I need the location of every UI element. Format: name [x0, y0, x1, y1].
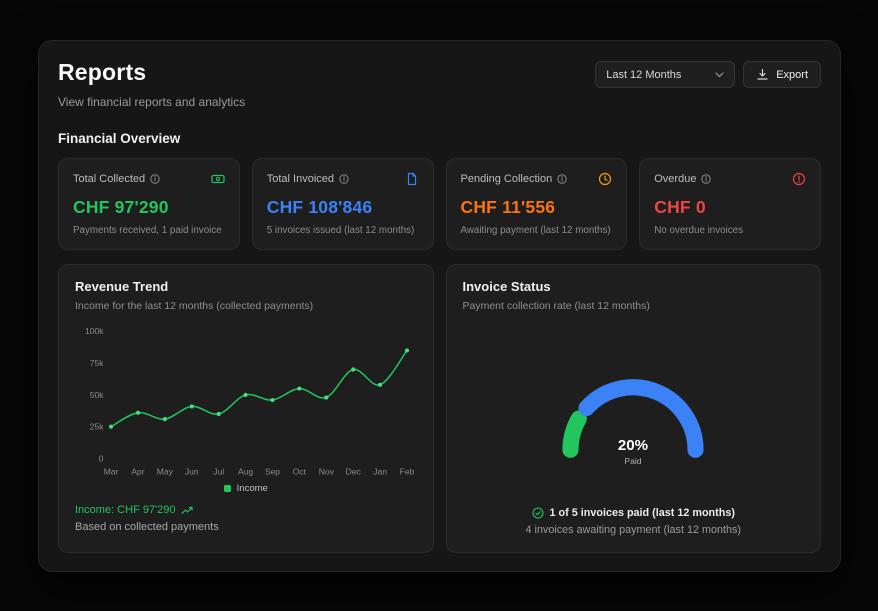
period-dropdown-value: Last 12 Months — [606, 68, 682, 81]
svg-text:25k: 25k — [90, 422, 104, 432]
stat-card-total-invoiced: Total Invoiced CHF 108'846 5 invoices is… — [251, 158, 434, 250]
stat-value: CHF 97'290 — [73, 197, 169, 217]
gauge-paid-arc — [562, 410, 588, 458]
info-icon[interactable] — [557, 174, 567, 184]
stat-value: CHF 11'556 — [460, 197, 556, 217]
svg-text:75k: 75k — [90, 358, 104, 368]
stats-grid: Total Collected CHF 97'290 Payments rece… — [58, 158, 821, 250]
invoice-status-panel: Invoice Status Payment collection rate (… — [445, 264, 821, 553]
legend-label-income: Income — [236, 483, 268, 495]
svg-text:Mar: Mar — [104, 467, 119, 477]
svg-text:0: 0 — [99, 453, 104, 463]
info-icon[interactable] — [150, 174, 160, 184]
income-total-text: Income: CHF 97'290 — [75, 504, 176, 517]
stat-caption: 5 invoices issued (last 12 months) — [266, 225, 415, 236]
gauge-area: 20% Paid — [463, 312, 805, 507]
chevron-down-icon — [715, 71, 724, 78]
stat-card-total-collected: Total Collected CHF 97'290 Payments rece… — [58, 158, 240, 250]
stat-card-pending-collection: Pending Collection CHF 11'556 Awaiting p… — [445, 158, 628, 250]
stat-label: Overdue — [654, 173, 697, 185]
gauge-sub-label: Paid — [625, 456, 642, 466]
invoice-document-icon — [405, 172, 419, 186]
revenue-trend-panel: Revenue Trend Income for the last 12 mon… — [58, 264, 434, 553]
stat-caption: Payments received, 1 paid invoice — [73, 225, 222, 236]
svg-text:May: May — [157, 467, 174, 477]
alert-circle-icon — [792, 172, 806, 186]
download-icon — [756, 68, 769, 81]
status-awaiting-text: 4 invoices awaiting payment (last 12 mon… — [525, 524, 741, 536]
header: Reports View financial reports and analy… — [58, 59, 821, 109]
revenue-chart-wrap: 0 25k 50k 75k 100k Mar Apr May Jun Jul Aug Sep Oct No… — [75, 320, 417, 481]
invoice-status-subtitle: Payment collection rate (last 12 months) — [462, 300, 650, 312]
svg-text:Aug: Aug — [238, 467, 253, 477]
invoice-status-title: Invoice Status — [462, 279, 551, 294]
legend-swatch-income — [223, 485, 231, 493]
stat-caption: Awaiting payment (last 12 months) — [460, 225, 611, 236]
invoice-gauge-chart: 20% Paid — [562, 379, 704, 466]
stat-value: CHF 0 — [654, 197, 706, 217]
invoice-status-block: 1 of 5 invoices paid (last 12 months) 4 … — [463, 507, 805, 538]
income-footer-note: Based on collected payments — [75, 521, 219, 534]
banknote-icon — [211, 172, 225, 186]
svg-text:Sep: Sep — [265, 467, 280, 477]
reports-card: Reports View financial reports and analy… — [38, 40, 841, 572]
clock-icon — [598, 172, 612, 186]
stat-label: Total Invoiced — [266, 173, 335, 185]
revenue-trend-title: Revenue Trend — [75, 279, 169, 294]
export-button[interactable]: Export — [743, 61, 821, 88]
svg-text:Dec: Dec — [346, 467, 362, 477]
header-titles: Reports View financial reports and analy… — [58, 59, 245, 109]
svg-text:Jan: Jan — [373, 467, 387, 477]
svg-text:Jul: Jul — [213, 467, 224, 477]
info-icon[interactable] — [701, 174, 712, 184]
export-button-label: Export — [776, 68, 808, 81]
stat-card-overdue: Overdue CHF 0 No overdue invoices — [639, 158, 821, 250]
page-subtitle: View financial reports and analytics — [58, 95, 246, 109]
status-paid-text: 1 of 5 invoices paid (last 12 months) — [549, 507, 735, 519]
chart-legend: Income — [75, 483, 417, 494]
revenue-line-chart: 0 25k 50k 75k 100k Mar Apr May Jun Jul Aug Sep Oct No… — [85, 326, 415, 477]
status-paid-row: 1 of 5 invoices paid (last 12 months) — [463, 507, 805, 519]
svg-text:Nov: Nov — [319, 467, 335, 477]
page-title: Reports — [58, 59, 147, 85]
income-total-line: Income: CHF 97'290 — [75, 504, 417, 516]
stat-value: CHF 108'846 — [266, 197, 373, 217]
financial-overview-heading: Financial Overview — [58, 131, 181, 146]
svg-text:100k: 100k — [85, 326, 104, 336]
gauge-percent-label: 20% — [618, 437, 649, 454]
revenue-trend-subtitle: Income for the last 12 months (collected… — [75, 300, 314, 312]
svg-text:Jun: Jun — [185, 467, 199, 477]
panels-grid: Revenue Trend Income for the last 12 mon… — [58, 264, 821, 553]
svg-text:Oct: Oct — [293, 467, 307, 477]
svg-text:Apr: Apr — [131, 467, 144, 477]
stat-label: Total Collected — [73, 173, 146, 185]
period-dropdown[interactable]: Last 12 Months — [595, 61, 736, 88]
header-controls: Last 12 Months Export — [595, 61, 821, 88]
stat-label: Pending Collection — [460, 173, 553, 185]
stat-caption: No overdue invoices — [654, 225, 744, 236]
svg-text:50k: 50k — [90, 390, 104, 400]
trending-up-icon — [180, 506, 194, 515]
info-icon[interactable] — [339, 174, 349, 184]
svg-text:Feb: Feb — [400, 467, 415, 477]
check-circle-icon — [531, 507, 544, 519]
gauge-remaining-arc — [578, 379, 704, 458]
